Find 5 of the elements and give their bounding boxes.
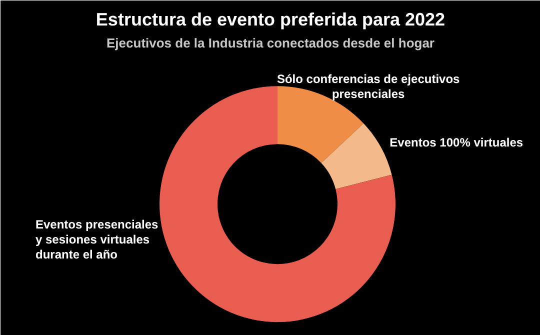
chart-subtitle: Ejecutivos de la Industria conectados desde el hogar <box>106 36 434 51</box>
slice-label: Eventos presenciales y sesiones virtuales durante el año <box>36 218 159 262</box>
slice-label: Eventos 100% virtuales <box>390 135 524 150</box>
chart-title: Estructura de evento preferida para 2022 <box>96 10 446 30</box>
slice-label: Sólo conferencias de ejecutivos presenciales <box>276 72 460 101</box>
